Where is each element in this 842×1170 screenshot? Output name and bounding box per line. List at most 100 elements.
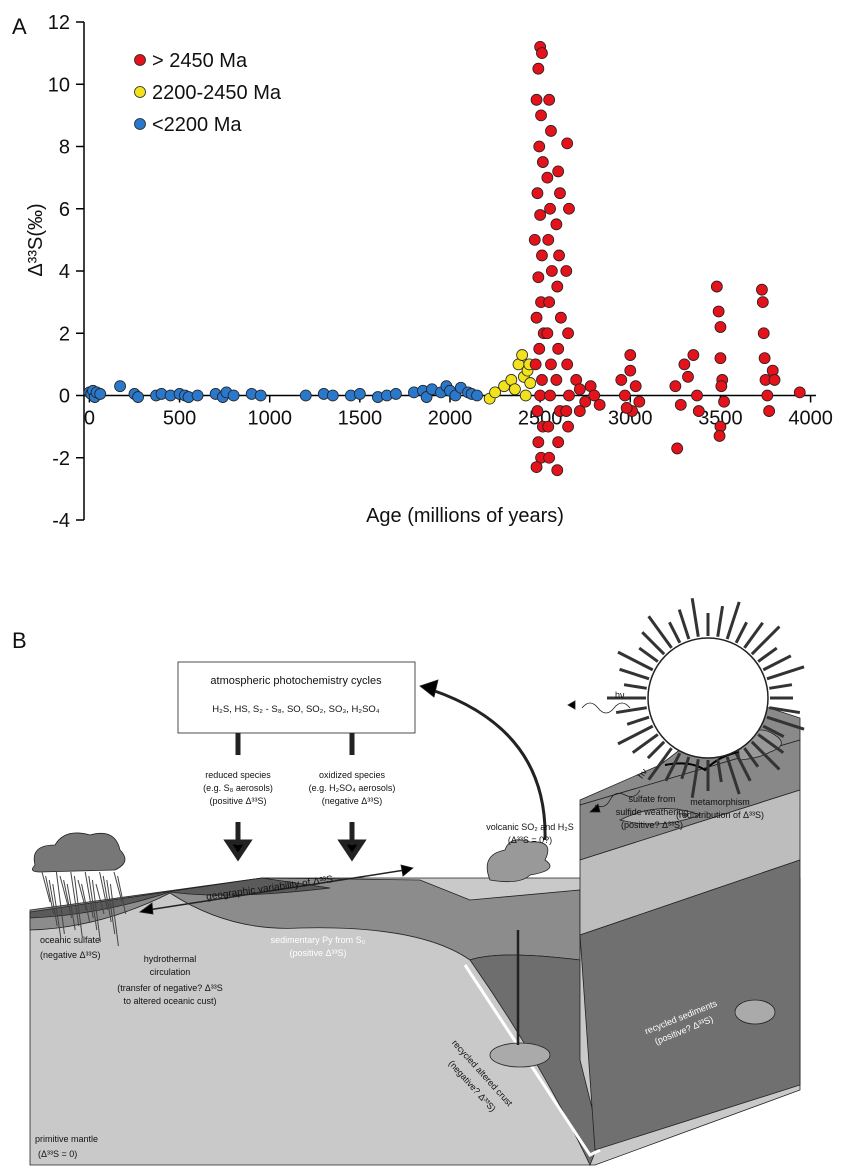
point	[254, 389, 267, 402]
sun-ray	[766, 665, 805, 681]
point	[793, 386, 806, 399]
note: (e.g. H₂SO₄ aerosols)	[309, 783, 396, 793]
sun-ray	[617, 650, 654, 672]
metamorphic-lens	[618, 808, 702, 825]
point	[326, 389, 339, 402]
sun-disk	[647, 637, 769, 759]
sun-ray	[619, 667, 650, 681]
arrow	[223, 822, 253, 862]
point	[763, 405, 776, 417]
point	[536, 249, 548, 262]
point	[757, 327, 770, 340]
sun-ray	[716, 759, 723, 783]
sun-ray	[750, 740, 781, 771]
point	[536, 374, 548, 386]
sun-ray	[762, 654, 792, 672]
legend-label: <2200 Ma	[152, 114, 242, 136]
point	[545, 358, 557, 371]
panel-label: B	[12, 628, 27, 653]
point	[633, 395, 646, 408]
sun-ray	[766, 715, 805, 731]
slab-edge	[463, 964, 601, 1157]
point	[553, 249, 565, 262]
ocean-surface	[29, 877, 331, 919]
y-tick-label: -2	[52, 448, 70, 470]
point	[714, 352, 727, 365]
magma-pocket	[734, 999, 776, 1025]
sun-ray	[690, 759, 700, 798]
x-tick-label: 500	[163, 408, 196, 430]
arrowhead	[138, 864, 414, 915]
point	[536, 156, 549, 168]
sun-ray	[647, 747, 673, 781]
point	[545, 265, 558, 277]
note: sulfate from	[628, 794, 675, 804]
x-tick-label: 1000	[247, 408, 292, 430]
point	[579, 395, 592, 408]
note: to altered oceanic cust)	[123, 996, 216, 1006]
note: circulation	[150, 967, 191, 977]
point	[756, 296, 769, 309]
rain-drop	[70, 871, 80, 927]
point	[541, 171, 554, 184]
sun-ray	[638, 646, 659, 663]
sun-ray	[734, 752, 752, 782]
point	[718, 395, 730, 408]
rain	[41, 871, 127, 947]
rain-drop	[77, 879, 87, 911]
note: (negative Δ³³S)	[40, 950, 101, 960]
point	[532, 62, 545, 75]
sun-ray	[677, 609, 691, 640]
x-tick-label: 4000	[788, 408, 833, 430]
legend-marker	[134, 118, 146, 130]
rain-drop	[109, 883, 119, 947]
rain-drop	[95, 883, 105, 915]
rain-drop	[41, 871, 51, 903]
sun-ray	[743, 747, 760, 768]
point	[615, 374, 628, 386]
rain-drop	[45, 875, 55, 915]
point	[519, 389, 532, 402]
point	[529, 358, 542, 371]
sun-ray	[757, 646, 778, 663]
volcanic-plume	[486, 839, 551, 883]
sun-ray	[769, 706, 801, 715]
x-tick-label: 0	[84, 408, 95, 430]
point	[544, 202, 556, 215]
point	[560, 265, 573, 277]
point	[534, 389, 547, 402]
rain-drop	[113, 871, 123, 903]
point	[545, 125, 557, 137]
rain-drop	[117, 875, 127, 915]
rain-drop	[106, 879, 116, 935]
box-title: atmospheric photochemistry cycles	[210, 675, 382, 687]
note: primitive mantle	[35, 1134, 98, 1144]
y-tick-label: 10	[48, 74, 70, 96]
y-axis-label: Δ³³S(‰)	[25, 203, 47, 276]
point	[516, 349, 529, 361]
rain-drop	[99, 871, 109, 911]
note: sedimentary Py from S₀	[271, 935, 366, 945]
note: (Δ³³S = 0)	[38, 1149, 77, 1159]
note: (redistribution of Δ³³S)	[676, 810, 764, 820]
sun-ray	[680, 756, 691, 780]
point	[713, 430, 726, 442]
point	[299, 389, 312, 402]
note: oxidized species	[319, 770, 386, 780]
point	[552, 436, 565, 449]
x-tick-label: 3000	[608, 408, 653, 430]
rain-drop	[73, 875, 83, 939]
y-tick-label: 6	[59, 199, 70, 221]
point	[593, 398, 606, 411]
point	[714, 321, 727, 333]
point	[532, 271, 545, 284]
rain-drop	[59, 875, 69, 907]
diagram	[29, 598, 805, 1166]
x-axis-label: Age (millions of years)	[366, 505, 564, 527]
point	[550, 218, 563, 231]
point	[544, 389, 556, 402]
photochemistry-box	[177, 661, 416, 734]
legend-marker	[134, 54, 146, 66]
double-arrow	[147, 869, 406, 911]
